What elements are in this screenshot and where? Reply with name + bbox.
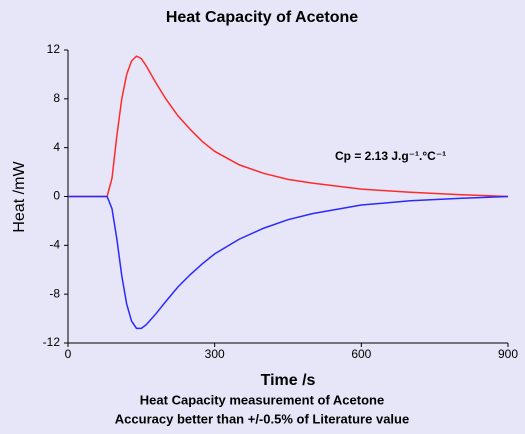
y-axis-label: Heat /mW bbox=[11, 161, 28, 233]
line-series bbox=[68, 195, 509, 330]
y-tick-label: 0 bbox=[53, 189, 60, 203]
y-tick-label: -4 bbox=[49, 238, 60, 252]
x-tick-label: 300 bbox=[205, 347, 225, 361]
caption: Accuracy better than +/-0.5% of Literatu… bbox=[115, 411, 409, 426]
x-axis-label: Time /s bbox=[261, 372, 316, 389]
caption: Heat Capacity measurement of Acetone bbox=[140, 392, 384, 407]
y-tick-label: 8 bbox=[53, 91, 60, 105]
x-tick-label: 0 bbox=[65, 347, 72, 361]
y-tick-label: -12 bbox=[43, 335, 61, 349]
x-tick-label: 600 bbox=[351, 347, 371, 361]
y-tick-label: -8 bbox=[49, 286, 60, 300]
line-series bbox=[68, 55, 509, 198]
chart-title: Heat Capacity of Acetone bbox=[166, 9, 358, 26]
x-tick-label: 900 bbox=[498, 347, 518, 361]
annotation: Cp = 2.13 J.g⁻¹.°C⁻¹ bbox=[335, 149, 446, 163]
y-tick-label: 12 bbox=[47, 42, 61, 56]
y-tick-label: 4 bbox=[53, 140, 60, 154]
